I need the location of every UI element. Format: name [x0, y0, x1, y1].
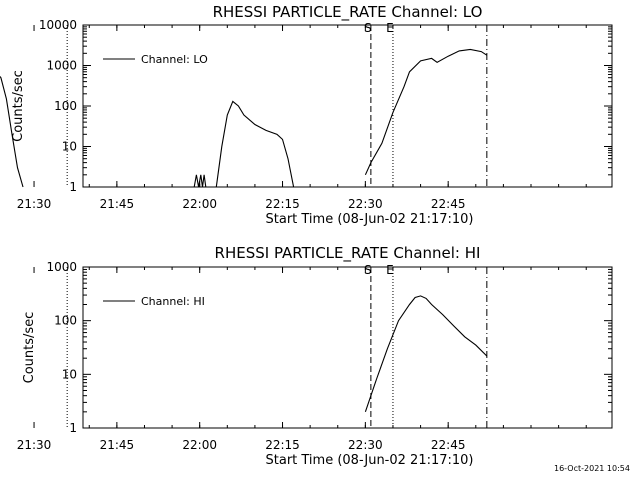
chart-panel-1: RHESSI PARTICLE_RATE Channel: HI 21:30 21:… — [17, 244, 613, 468]
y-axis-label: Counts/sec — [22, 312, 37, 384]
chart-title: RHESSI PARTICLE_RATE Channel: LO — [213, 3, 483, 22]
x-axis-label: Start Time (08-Jun-02 21:17:10) — [266, 212, 474, 227]
x-tick-label: 22:00 — [182, 438, 217, 452]
x-tick-label: 22:15 — [265, 197, 300, 211]
y-tick-label: 10 — [62, 140, 77, 154]
x-tick-label: 22:00 — [182, 197, 217, 211]
x-tick-label: 21:45 — [100, 197, 135, 211]
legend-label: Channel: LO — [141, 53, 208, 66]
time-marker-label: S — [364, 263, 372, 277]
x-tick-label: 22:15 — [265, 438, 300, 452]
y-tick-label: 1000 — [46, 59, 77, 73]
x-tick-label: 22:45 — [431, 438, 466, 452]
y-tick-label: 1000 — [46, 260, 77, 274]
series-line-0-segment-3 — [364, 48, 488, 176]
x-tick-label: 22:30 — [348, 197, 383, 211]
x-tick-label: 22:30 — [348, 438, 383, 452]
date-stamp: 16-Oct-2021 10:54 — [554, 464, 630, 473]
legend-label: Channel: HI — [141, 295, 205, 308]
y-tick-label: 1 — [69, 180, 77, 194]
series-line-0-segment-0 — [364, 295, 488, 412]
series-line-0-segment-0 — [0, 75, 24, 188]
y-tick-label: 100 — [54, 99, 77, 113]
time-marker-label: E — [386, 263, 394, 277]
plot-frame — [82, 266, 613, 429]
x-tick-label: 21:45 — [100, 438, 135, 452]
series-line-0-segment-1 — [193, 174, 207, 188]
y-tick-label: 10 — [62, 367, 77, 381]
x-tick-label: 21:30 — [17, 197, 52, 211]
y-axis-label: Counts/sec — [11, 70, 26, 142]
x-axis-label: Start Time (08-Jun-02 21:17:10) — [266, 453, 474, 468]
y-tick-label: 10000 — [39, 18, 77, 32]
y-tick-label: 100 — [54, 314, 77, 328]
chart-title: RHESSI PARTICLE_RATE Channel: HI — [215, 244, 481, 263]
series-line-0-segment-2 — [215, 100, 295, 188]
x-tick-label: 21:30 — [17, 438, 52, 452]
chart-panel-0: RHESSI PARTICLE_RATE Channel: LO 21:30 21:… — [0, 3, 613, 227]
time-marker-label: E — [386, 21, 394, 35]
x-tick-label: 22:45 — [431, 197, 466, 211]
time-marker-label: S — [364, 21, 372, 35]
y-tick-label: 1 — [69, 421, 77, 435]
